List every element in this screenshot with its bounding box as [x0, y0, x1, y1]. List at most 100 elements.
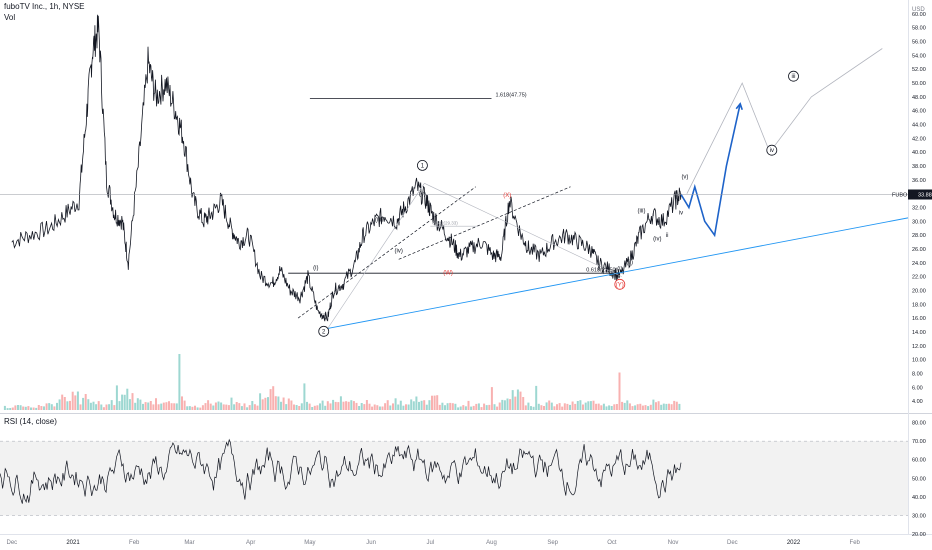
wave-label-circle: [788, 70, 799, 82]
volume-bar: [170, 403, 173, 410]
wave-label-circle: [766, 144, 778, 156]
volume-bar: [485, 405, 488, 410]
volume-bar: [431, 395, 433, 410]
volume-bar: [480, 407, 483, 410]
wave-label: (ii): [626, 260, 633, 266]
volume-bar: [405, 404, 407, 410]
volume-bar: [89, 402, 92, 410]
volume-bar: [438, 404, 441, 410]
volume-bar: [173, 403, 176, 410]
volume-bar: [511, 390, 514, 410]
volume-bar: [303, 383, 306, 410]
price-pane-bg: [0, 0, 908, 413]
time-tick: Oct: [607, 540, 617, 546]
volume-bar: [600, 405, 603, 410]
volume-bar: [668, 403, 670, 410]
volume-bar: [535, 385, 538, 410]
volume-bar: [280, 401, 282, 410]
volume-bar: [407, 404, 410, 410]
volume-bar: [326, 401, 329, 410]
volume-bar: [235, 402, 238, 410]
volume-bar: [352, 401, 355, 410]
time-tick: Sep: [547, 540, 558, 546]
volume-bar: [256, 405, 259, 410]
volume-bar: [14, 405, 17, 410]
volume-bar: [147, 402, 150, 410]
price-tick: 38.00: [912, 164, 926, 170]
volume-bar: [644, 405, 647, 410]
volume-bar: [516, 389, 519, 410]
volume-bar: [532, 406, 535, 410]
time-tick: Mar: [184, 540, 194, 546]
volume-bar: [97, 401, 100, 410]
volume-bar: [162, 402, 165, 410]
wave-label: (W): [443, 271, 453, 277]
volume-bar: [71, 391, 74, 410]
volume-bar: [183, 400, 186, 410]
volume-bar: [571, 401, 574, 410]
volume-bar: [11, 407, 14, 410]
volume-bar: [592, 400, 595, 410]
volume-bar: [227, 405, 230, 410]
volume-bar: [3, 405, 6, 410]
volume-bar: [240, 406, 243, 410]
volume-bar: [319, 403, 321, 410]
time-tick: Nov: [668, 540, 679, 546]
volume-bar: [451, 403, 454, 410]
volume-bar: [139, 399, 142, 410]
time-tick: Dec: [7, 540, 18, 546]
volume-bar: [287, 398, 290, 410]
volume-bar: [347, 401, 350, 410]
wave-label: (v): [419, 192, 426, 198]
channel-lower: [297, 186, 476, 319]
volume-bar: [43, 406, 45, 410]
volume-label: Vol: [4, 13, 16, 22]
wave-label: (i): [617, 266, 622, 272]
price-tick: 36.00: [912, 178, 926, 184]
volume-bar: [397, 404, 400, 410]
volume-bar: [160, 403, 163, 410]
fib-mid-label: 0.618(22.50): [586, 268, 617, 274]
volume-bar: [488, 404, 491, 410]
volume-bar: [300, 403, 303, 410]
price-tick: 50.00: [912, 81, 926, 87]
volume-bar: [449, 402, 452, 410]
volume-bar: [35, 407, 38, 410]
price-tick: 52.00: [912, 67, 926, 73]
volume-bar: [462, 405, 465, 410]
volume-bar: [100, 404, 103, 410]
volume-bar: [181, 396, 183, 410]
volume-bar: [634, 405, 637, 410]
volume-bar: [225, 404, 228, 410]
volume-bar: [436, 395, 439, 410]
wave-label: iv: [770, 148, 774, 154]
volume-bar: [363, 404, 366, 410]
time-tick: May: [304, 540, 315, 546]
volume-bar: [365, 400, 368, 410]
volume-bar: [608, 405, 611, 410]
volume-bar: [626, 400, 629, 410]
volume-bar: [483, 403, 486, 410]
volume-bar: [178, 354, 181, 410]
volume-bar: [334, 401, 337, 410]
rsi-tick: 40.00: [912, 495, 926, 501]
volume-bar: [324, 405, 327, 410]
volume-bar: [199, 407, 202, 410]
volume-bar: [467, 400, 470, 410]
price-tick: 42.00: [912, 136, 926, 142]
volume-bar: [188, 406, 191, 410]
price-tick: 8.00: [912, 371, 923, 377]
blue-trendline: [327, 217, 909, 329]
volume-bar: [175, 403, 178, 410]
volume-bar: [509, 399, 512, 410]
volume-bar: [246, 407, 249, 410]
currency-label: USD: [912, 7, 925, 13]
volume-bar: [496, 406, 499, 410]
volume-bar: [558, 403, 561, 410]
volume-bar: [76, 391, 79, 410]
volume-bar: [373, 404, 376, 410]
volume-bar: [470, 406, 473, 410]
rsi-tick: 80.00: [912, 421, 926, 427]
volume-bar: [217, 401, 220, 410]
